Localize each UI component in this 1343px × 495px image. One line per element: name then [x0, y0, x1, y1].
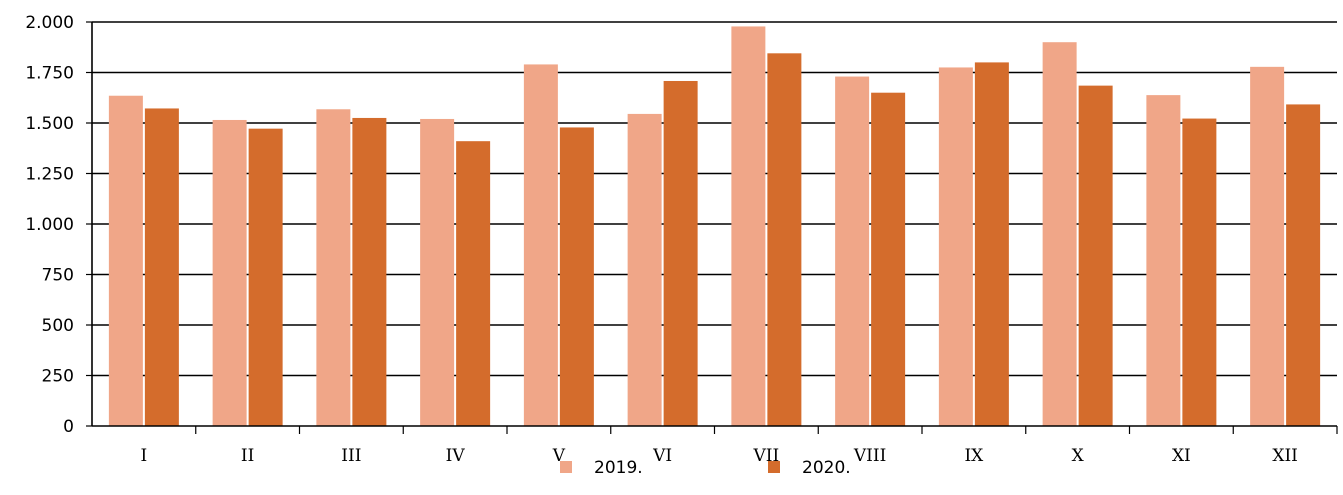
- legend: 2019. 2020.: [560, 458, 851, 478]
- bar-2019-VI: [627, 113, 662, 426]
- x-tick-label: XI: [1172, 446, 1191, 466]
- x-tick-label: II: [241, 446, 254, 466]
- x-tick-label: III: [341, 446, 361, 466]
- bar-2020-X: [1078, 85, 1113, 426]
- x-tick-label: X: [1072, 446, 1085, 466]
- bar-2020-IV: [456, 141, 491, 426]
- y-tick-label: 250: [42, 367, 74, 387]
- gridlines: [92, 21, 1337, 377]
- y-tick-label: 1.500: [25, 114, 74, 134]
- y-tick-label: 1.000: [25, 215, 74, 235]
- bar-2019-X: [1042, 42, 1077, 426]
- bar-2020-III: [352, 117, 387, 426]
- bar-2020-V: [559, 127, 594, 426]
- bar-2019-V: [523, 64, 558, 427]
- y-tick-label: 1.750: [25, 64, 74, 84]
- bar-2019-III: [316, 109, 351, 426]
- bar-2020-IX: [974, 62, 1009, 427]
- x-tick-label: I: [141, 446, 148, 466]
- bar-2020-XII: [1286, 104, 1321, 426]
- y-tick-label: 0: [63, 417, 74, 437]
- x-tick-labels: I II III IV V VI VII VIII IX X XI XII: [141, 446, 1298, 466]
- y-tick-label: 500: [42, 316, 74, 336]
- bar-2019-XII: [1250, 66, 1285, 427]
- bar-2019-XI: [1146, 95, 1181, 427]
- y-tick-label: 750: [42, 266, 74, 286]
- x-tick-label: IX: [964, 446, 984, 466]
- bar-2020-I: [144, 108, 179, 427]
- legend-label: 2020.: [802, 458, 851, 478]
- axes: [86, 21, 1338, 434]
- bar-2019-IV: [420, 118, 455, 427]
- legend-swatch: [768, 461, 780, 473]
- bar-2020-XI: [1182, 118, 1217, 426]
- bar-2020-II: [248, 128, 283, 426]
- bar-2019-IX: [938, 67, 973, 426]
- bar-2020-VIII: [871, 92, 906, 426]
- bar-2019-VII: [731, 26, 766, 426]
- bar-2020-VI: [663, 80, 698, 426]
- x-tick-label: XII: [1272, 446, 1298, 466]
- bar-2019-II: [212, 119, 247, 426]
- legend-label: 2019.: [594, 458, 643, 478]
- bar-2019-VIII: [835, 76, 870, 426]
- y-tick-labels: 0 250 500 750 1.000 1.250 1.500 1.750 2.000: [25, 13, 74, 437]
- x-tick-label: VI: [652, 446, 672, 466]
- y-tick-label: 2.000: [25, 13, 74, 33]
- x-tick-label: VIII: [853, 446, 886, 466]
- bars: [108, 26, 1321, 427]
- legend-swatch: [560, 461, 572, 473]
- bar-2020-VII: [767, 53, 802, 427]
- y-tick-label: 1.250: [25, 165, 74, 185]
- x-tick-label: IV: [446, 446, 466, 466]
- bar-2019-I: [108, 95, 143, 426]
